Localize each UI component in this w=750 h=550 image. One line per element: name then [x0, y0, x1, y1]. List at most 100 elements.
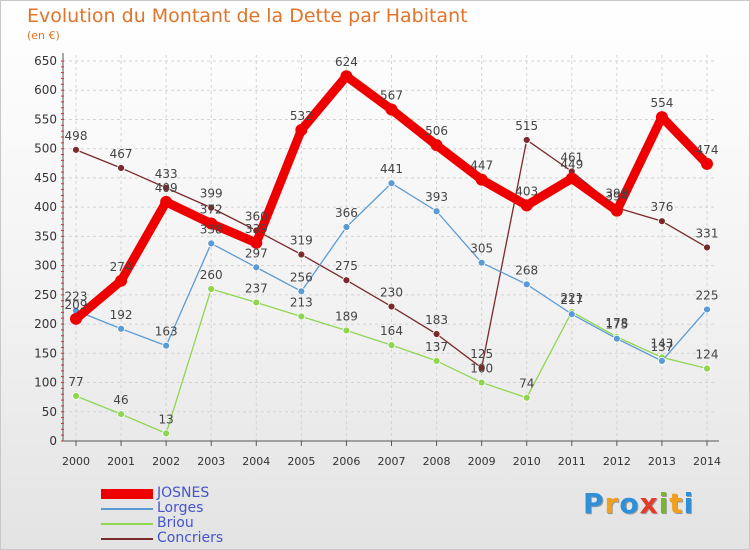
data-point: [703, 364, 711, 373]
y-tick-label: 0: [49, 434, 57, 448]
y-tick-label: 100: [34, 376, 57, 390]
y-tick-label: 550: [34, 112, 57, 126]
data-label: 256: [290, 270, 313, 284]
data-label: 13: [159, 412, 174, 426]
data-point: [115, 274, 128, 287]
legend-swatch-lorges: [101, 508, 153, 510]
data-label: 624: [335, 55, 358, 69]
y-tick-label: 650: [34, 54, 57, 68]
y-tick-label: 200: [34, 317, 57, 331]
data-point: [297, 287, 306, 296]
legend-label-lorges: Lorges: [157, 500, 204, 516]
data-label: 213: [290, 295, 313, 309]
data-point: [72, 392, 80, 400]
data-point: [207, 239, 216, 248]
data-point: [207, 285, 216, 293]
data-point: [162, 429, 171, 438]
data-label: 403: [515, 184, 538, 198]
data-label: 137: [425, 340, 448, 354]
data-label: 360: [245, 210, 268, 224]
data-label: 223: [65, 290, 88, 304]
data-point: [612, 334, 621, 343]
data-point: [387, 341, 396, 350]
data-label: 237: [245, 281, 268, 295]
data-label: 209: [65, 298, 88, 312]
x-tick-label: 2000: [62, 455, 90, 468]
data-label: 77: [68, 375, 83, 389]
data-label: 532: [290, 109, 313, 123]
data-point: [342, 223, 351, 231]
data-point: [387, 179, 396, 188]
chart-subtitle: (en €): [27, 29, 60, 42]
data-point: [297, 312, 306, 321]
data-point: [703, 305, 711, 314]
x-tick-label: 2009: [468, 455, 496, 468]
data-label: 447: [470, 159, 493, 173]
data-point: [385, 103, 398, 116]
data-point: [70, 312, 82, 325]
data-label: 143: [650, 336, 673, 350]
data-label: 399: [200, 187, 223, 201]
legend-swatch-josnes: [101, 489, 153, 499]
data-point: [701, 157, 713, 170]
data-label: 274: [110, 260, 133, 274]
series-lines: [70, 70, 713, 438]
x-tick-label: 2002: [152, 455, 180, 468]
x-tick-label: 2014: [693, 455, 721, 468]
data-label: 376: [650, 200, 673, 214]
data-label: 230: [380, 286, 403, 300]
data-label: 178: [605, 316, 628, 330]
y-tick-label: 300: [34, 259, 57, 273]
y-tick-label: 350: [34, 229, 57, 243]
data-point: [297, 250, 306, 259]
data-label: 449: [560, 158, 583, 172]
data-label: 189: [335, 310, 358, 324]
x-tick-label: 2010: [513, 455, 541, 468]
data-point: [117, 324, 125, 333]
data-labels: 209 274 409 372 339 532 624 567 506 447 403 449 394 5…: [65, 55, 719, 426]
data-point: [295, 123, 308, 136]
data-point: [162, 341, 171, 350]
data-label: 192: [110, 308, 133, 322]
data-point: [658, 217, 666, 226]
data-label: 554: [650, 96, 673, 110]
y-tick-label: 250: [34, 288, 57, 302]
data-label: 567: [380, 89, 403, 103]
y-tick-label: 450: [34, 171, 57, 185]
data-point: [117, 164, 125, 172]
data-label: 498: [65, 129, 88, 143]
data-label: 100: [470, 362, 493, 376]
data-label: 409: [155, 181, 178, 195]
y-tick-label: 50: [42, 405, 57, 419]
data-point: [160, 195, 173, 208]
data-label: 338: [200, 222, 223, 236]
x-tick-label: 2007: [378, 455, 406, 468]
legend-swatch-briou: [101, 523, 153, 525]
data-label: 366: [335, 206, 358, 220]
x-tick-label: 2003: [197, 455, 225, 468]
data-point: [432, 357, 441, 365]
data-label: 506: [425, 124, 448, 138]
data-label: 46: [113, 393, 128, 407]
data-point: [117, 410, 125, 419]
data-label: 297: [245, 246, 268, 260]
data-label: 461: [560, 150, 583, 164]
legend-label-josnes: JOSNES: [157, 485, 210, 501]
x-tick-label: 2001: [107, 455, 135, 468]
data-point: [342, 326, 351, 335]
data-point: [207, 203, 216, 212]
data-label: 467: [110, 147, 133, 161]
data-label: 125: [470, 347, 493, 361]
x-tick-label: 2012: [603, 455, 631, 468]
chart-title: Evolution du Montant de la Dette par Hab…: [27, 5, 468, 27]
data-point: [250, 236, 263, 249]
y-tick-label: 500: [34, 142, 57, 156]
data-label: 225: [696, 288, 719, 302]
data-label: 175: [605, 318, 628, 332]
data-point: [655, 111, 668, 124]
data-label: 393: [425, 190, 448, 204]
data-label: 268: [515, 263, 538, 277]
data-point: [205, 217, 218, 230]
data-point: [387, 302, 396, 311]
